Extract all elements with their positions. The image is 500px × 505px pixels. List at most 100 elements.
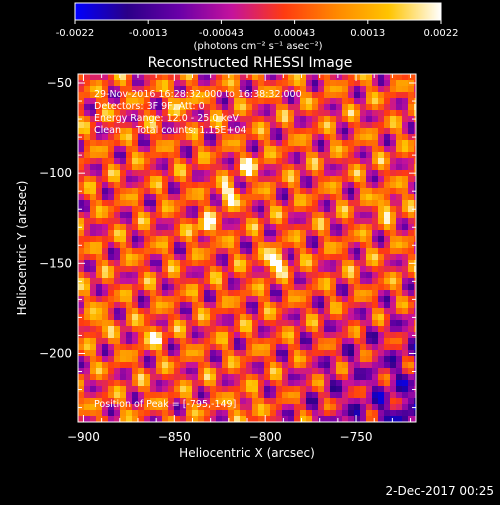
heatmap-cell	[342, 116, 349, 123]
heatmap-cell	[198, 254, 205, 261]
heatmap-cell	[84, 278, 91, 285]
heatmap-cell	[270, 272, 277, 279]
heatmap-cell	[174, 188, 181, 195]
heatmap-cell	[252, 152, 259, 159]
heatmap-cell	[216, 332, 223, 339]
heatmap-cell	[348, 398, 355, 405]
heatmap-cell	[276, 362, 283, 369]
heatmap-cell	[186, 236, 193, 243]
heatmap-cell	[102, 272, 109, 279]
heatmap-cell	[324, 116, 331, 123]
heatmap-cell	[360, 236, 367, 243]
heatmap-cell	[378, 398, 385, 405]
heatmap-cell	[372, 110, 379, 117]
heatmap-cell	[162, 182, 169, 189]
heatmap-cell	[276, 128, 283, 135]
heatmap-cell	[408, 206, 415, 213]
heatmap-cell	[102, 134, 109, 141]
heatmap-cell	[186, 362, 193, 369]
heatmap-cell	[330, 218, 337, 225]
heatmap-cell	[210, 374, 217, 381]
heatmap-cell	[192, 374, 199, 381]
heatmap-cell	[300, 314, 307, 321]
heatmap-cell	[384, 410, 391, 417]
heatmap-cell	[138, 80, 145, 87]
heatmap-cell	[306, 254, 313, 261]
heatmap-cell	[96, 176, 103, 183]
heatmap-cell	[96, 314, 103, 321]
heatmap-cell	[210, 140, 217, 147]
heatmap-cell	[168, 356, 175, 363]
heatmap-cell	[84, 362, 91, 369]
heatmap-cell	[198, 302, 205, 309]
heatmap-cell	[132, 380, 139, 387]
heatmap-cell	[390, 86, 397, 93]
heatmap-cell	[150, 176, 157, 183]
heatmap-cell	[348, 302, 355, 309]
heatmap-cell	[378, 218, 385, 225]
heatmap-cell	[216, 116, 223, 123]
heatmap-cell	[270, 254, 277, 261]
heatmap-cell	[84, 386, 91, 393]
heatmap-cell	[276, 80, 283, 87]
heatmap-cell	[108, 338, 115, 345]
heatmap-cell	[300, 266, 307, 273]
heatmap-cell	[210, 416, 217, 422]
heatmap-cell	[336, 80, 343, 87]
heatmap-cell	[312, 242, 319, 249]
heatmap-cell	[84, 284, 91, 291]
heatmap-cell	[222, 314, 229, 321]
heatmap-cell	[126, 326, 133, 333]
heatmap-cell	[198, 272, 205, 279]
heatmap-cell	[228, 374, 235, 381]
heatmap-cell	[240, 260, 247, 267]
heatmap-cell	[414, 416, 416, 422]
heatmap-cell	[294, 362, 301, 369]
heatmap-cell	[126, 230, 133, 237]
heatmap-cell	[150, 284, 157, 291]
heatmap-cell	[288, 188, 295, 195]
heatmap-cell	[222, 242, 229, 249]
heatmap-cell	[252, 200, 259, 207]
heatmap-cell	[180, 146, 187, 153]
heatmap-cell	[228, 116, 235, 123]
heatmap-cell	[156, 80, 163, 87]
heatmap-cell	[312, 338, 319, 345]
heatmap-cell	[390, 176, 397, 183]
heatmap-cell	[102, 200, 109, 207]
heatmap-cell	[120, 302, 127, 309]
annotation-energy-range: Energy Range: 12.0 - 25.0 keV	[94, 113, 239, 124]
heatmap-cell	[192, 194, 199, 201]
heatmap-cell	[162, 104, 169, 111]
heatmap-cell	[336, 302, 343, 309]
heatmap-cell	[144, 392, 151, 399]
heatmap-cell	[264, 74, 271, 81]
heatmap-cell	[258, 356, 265, 363]
heatmap-cell	[354, 302, 361, 309]
heatmap-cell	[246, 398, 253, 405]
heatmap-cell	[204, 98, 211, 105]
heatmap-cell	[126, 404, 133, 411]
heatmap-cell	[132, 224, 139, 231]
heatmap-cell	[336, 104, 343, 111]
heatmap-cell	[330, 308, 337, 315]
heatmap-cell	[366, 314, 373, 321]
heatmap-cell	[276, 344, 283, 351]
heatmap-cell	[282, 416, 289, 422]
heatmap-cell	[222, 140, 229, 147]
heatmap-cell	[168, 98, 175, 105]
heatmap-cell	[288, 248, 295, 255]
heatmap-cell	[252, 236, 259, 243]
heatmap-cell	[96, 92, 103, 99]
heatmap-cell	[264, 266, 271, 273]
heatmap-cell	[258, 296, 265, 303]
heatmap-cell	[378, 152, 385, 159]
heatmap-cell	[384, 416, 391, 422]
heatmap-cell	[390, 110, 397, 117]
heatmap-cell	[162, 92, 169, 99]
heatmap-cell	[324, 158, 331, 165]
heatmap-cell	[354, 188, 361, 195]
heatmap-cell	[210, 200, 217, 207]
heatmap-cell	[228, 416, 235, 422]
heatmap-cell	[348, 254, 355, 261]
